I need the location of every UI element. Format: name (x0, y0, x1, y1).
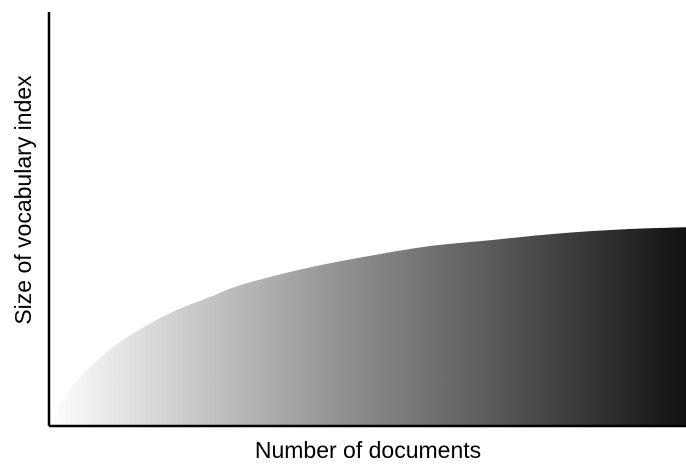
x-axis-label: Number of documents (255, 437, 481, 463)
y-axis-label: Size of vocabulary index (10, 75, 36, 325)
plot-area (49, 227, 686, 426)
vocabulary-growth-area (49, 227, 686, 426)
